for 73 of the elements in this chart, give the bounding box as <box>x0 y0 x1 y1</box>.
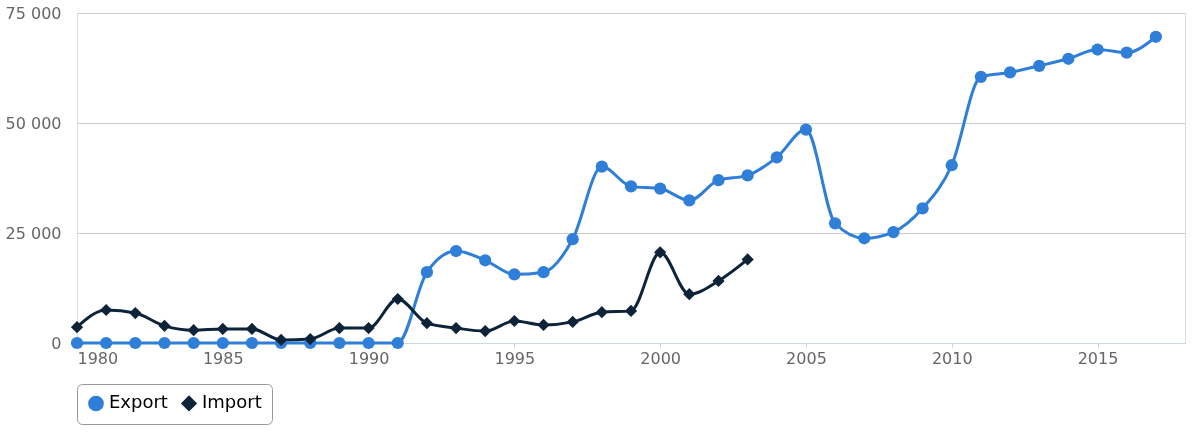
x-tick-label: 2005 <box>786 348 827 368</box>
y-tick-label: 0 <box>51 333 62 353</box>
y-tick-label: 50 000 <box>5 113 62 133</box>
point <box>537 318 550 332</box>
point <box>770 151 783 164</box>
point <box>70 336 84 350</box>
point <box>362 321 375 335</box>
point <box>1091 43 1104 56</box>
point <box>449 244 463 258</box>
point <box>683 194 696 207</box>
point <box>333 336 346 350</box>
point <box>712 274 725 288</box>
point <box>508 314 521 328</box>
point <box>654 182 667 195</box>
point <box>100 303 113 317</box>
point <box>624 180 638 193</box>
point <box>216 322 229 336</box>
point <box>362 336 375 350</box>
point <box>1062 52 1075 65</box>
point <box>799 123 813 136</box>
point <box>129 306 142 320</box>
point <box>216 336 229 350</box>
x-tick-label: 1995 <box>494 348 536 368</box>
point <box>245 336 259 350</box>
x-tick-label: 1990 <box>348 348 390 368</box>
point <box>304 332 317 346</box>
point <box>449 321 463 335</box>
point <box>245 322 259 336</box>
point <box>70 321 84 334</box>
point <box>566 315 579 328</box>
point <box>537 266 550 279</box>
point <box>420 266 434 279</box>
point <box>741 169 754 182</box>
point <box>158 319 171 332</box>
point <box>391 292 404 306</box>
x-tick-label: 2000 <box>640 348 682 368</box>
y-tick-label: 25 000 <box>5 223 62 243</box>
y-tick-label: 75 000 <box>5 3 62 23</box>
x-tick-label: 2015 <box>1077 348 1119 368</box>
point <box>595 160 608 173</box>
point <box>187 324 200 337</box>
point <box>391 336 404 350</box>
point <box>595 306 608 319</box>
point <box>741 253 754 266</box>
point <box>187 336 200 350</box>
legend-label: Export <box>109 391 168 413</box>
point <box>508 268 521 281</box>
point <box>654 246 667 259</box>
point <box>683 288 696 301</box>
point <box>333 321 346 335</box>
point <box>479 254 492 267</box>
point <box>1149 30 1162 43</box>
point <box>566 233 579 246</box>
point <box>624 304 638 317</box>
point <box>887 226 900 239</box>
x-tick-label: 2010 <box>931 348 973 368</box>
point <box>712 174 725 187</box>
x-tick-label: 1985 <box>202 348 244 368</box>
point <box>1003 66 1017 79</box>
point <box>858 232 871 245</box>
point <box>158 336 171 350</box>
point <box>945 159 958 172</box>
point <box>828 217 842 230</box>
point <box>916 202 929 215</box>
point <box>479 325 492 338</box>
point <box>974 70 988 83</box>
x-tick-label: 1980 <box>77 348 119 368</box>
point <box>1120 46 1133 59</box>
point <box>420 317 434 330</box>
point <box>100 336 113 350</box>
legend-label: Import <box>202 391 262 413</box>
point <box>1033 59 1046 72</box>
point <box>129 336 142 350</box>
